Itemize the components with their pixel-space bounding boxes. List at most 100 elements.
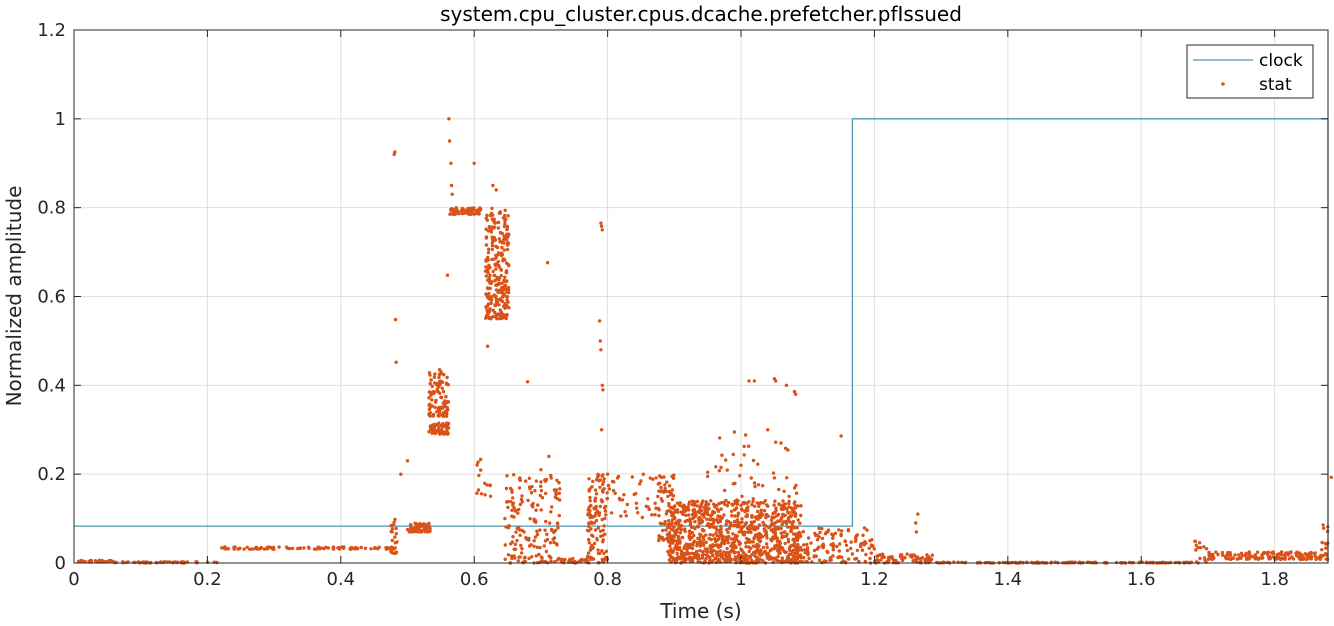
stat-point [726, 530, 730, 535]
stat-point [532, 544, 536, 548]
stat-point [741, 500, 745, 505]
x-axis-label: Time (s) [659, 599, 741, 623]
stat-point [498, 297, 502, 301]
stat-point [716, 550, 720, 555]
stat-point [728, 521, 733, 525]
stat-point [592, 506, 596, 510]
stat-point [1210, 552, 1215, 557]
stat-point [690, 512, 695, 517]
stat-point [553, 559, 557, 564]
stat-point [1291, 557, 1296, 561]
stat-point [1225, 557, 1229, 561]
stat-point [331, 546, 335, 550]
stat-point [772, 476, 777, 480]
x-tick-label: 1.2 [860, 569, 889, 590]
stat-point [798, 531, 802, 535]
stat-point [593, 499, 597, 503]
stat-point [725, 538, 729, 542]
stat-point [751, 544, 756, 548]
stat-point [392, 520, 396, 525]
stat-point [704, 505, 709, 509]
stat-point [707, 536, 711, 541]
stat-point [494, 267, 498, 271]
stat-point [512, 547, 516, 551]
stat-point [805, 542, 809, 547]
stat-point [586, 558, 590, 563]
stat-point [733, 514, 737, 518]
stat-point [708, 525, 712, 529]
stat-point [588, 499, 592, 503]
stat-point [781, 547, 785, 552]
stat-point [752, 528, 757, 532]
stat-point [603, 504, 608, 509]
x-tick-label: 0 [68, 569, 79, 590]
stat-point [753, 484, 757, 489]
stat-point [900, 556, 904, 561]
stat-point [549, 559, 553, 563]
stat-point [436, 408, 441, 413]
stat-point [782, 489, 786, 493]
stat-point [601, 528, 605, 532]
stat-point [696, 536, 700, 541]
stat-point [746, 505, 750, 509]
stat-point [485, 213, 489, 218]
stat-point [440, 372, 444, 376]
stat-point [598, 529, 603, 533]
stat-point [863, 559, 867, 564]
stat-point [764, 524, 768, 528]
stat-point [676, 557, 680, 561]
stat-point [485, 344, 490, 348]
stat-point [787, 494, 791, 499]
stat-point [790, 523, 795, 527]
stat-point [492, 220, 496, 224]
stat-point [701, 535, 706, 539]
stat-point [784, 383, 789, 387]
stat-point [524, 479, 528, 483]
stat-point [765, 542, 769, 546]
stat-point [486, 258, 490, 262]
stat-point [685, 552, 689, 556]
stat-point [806, 546, 810, 550]
stat-point [539, 468, 543, 472]
stat-point [659, 485, 663, 490]
stat-point [445, 405, 449, 410]
stat-point [776, 554, 780, 559]
stat-point [587, 524, 591, 528]
stat-point [664, 489, 669, 494]
stat-point [700, 553, 705, 558]
stat-point [587, 521, 591, 525]
stat-point [440, 386, 444, 390]
stat-point [682, 507, 686, 511]
stat-point [393, 317, 398, 322]
stat-point [670, 528, 674, 532]
stat-point [650, 513, 654, 517]
stat-point [484, 274, 489, 278]
stat-point [427, 430, 431, 434]
stat-point [752, 519, 757, 524]
stat-point [770, 556, 775, 560]
stat-point [555, 478, 559, 482]
stat-point [658, 535, 662, 539]
stat-point [790, 550, 795, 554]
stat-point [503, 219, 507, 223]
stat-point [530, 485, 534, 489]
stat-point [424, 523, 428, 527]
stat-point [525, 380, 530, 384]
stat-point [302, 546, 306, 550]
stat-point [405, 459, 410, 463]
stat-point [1225, 552, 1229, 557]
stat-point [753, 554, 757, 558]
stat-point [697, 510, 702, 515]
stat-point [464, 208, 468, 212]
stat-point [593, 488, 598, 492]
stat-point [601, 482, 605, 487]
stat-point [743, 433, 748, 437]
stat-point [668, 544, 672, 548]
stat-point [377, 545, 381, 549]
stat-point [750, 514, 754, 518]
stat-point [759, 501, 763, 505]
stat-point [800, 548, 804, 552]
stat-point [503, 516, 507, 521]
stat-point [668, 535, 672, 539]
stat-point [622, 493, 626, 497]
